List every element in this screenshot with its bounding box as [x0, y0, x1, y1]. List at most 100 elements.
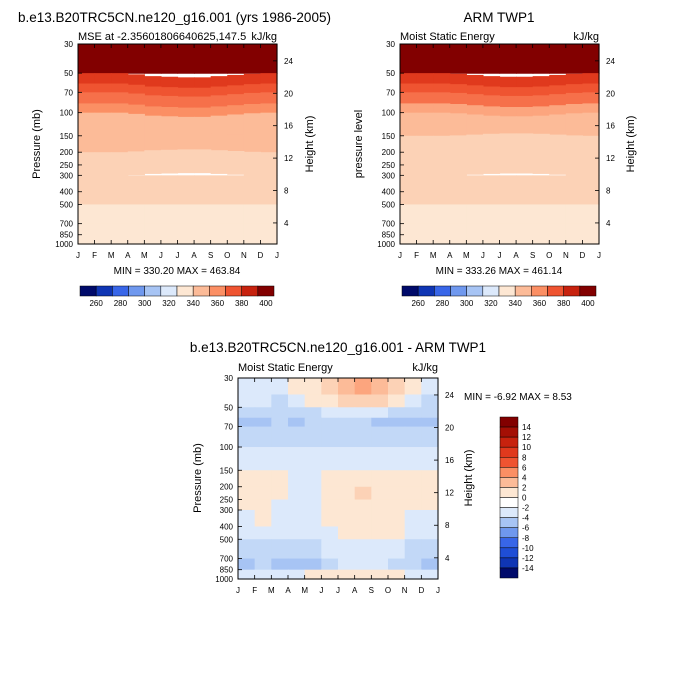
contour-cell — [288, 394, 306, 408]
contour-cell — [144, 106, 162, 117]
contour-cell — [288, 417, 306, 428]
ylabel-model: Pressure (mb) — [31, 109, 43, 179]
contour-cell — [549, 151, 567, 165]
contour-cell — [160, 87, 179, 97]
contour-cell — [338, 486, 356, 501]
contour-cell — [421, 470, 439, 488]
colorbar-swatch — [79, 285, 97, 297]
x-tick-label: M — [108, 251, 115, 260]
contour-cell — [227, 74, 245, 86]
x-tick-label: A — [447, 251, 453, 260]
contour-cell — [94, 83, 112, 93]
contour-cell — [127, 93, 145, 106]
panel-model: b.e13.B20TRC5CN.ne120_g16.001 (yrs 1986-… — [18, 10, 331, 308]
contour-cell — [565, 44, 584, 74]
contour-cell — [321, 417, 339, 428]
contour-cell — [449, 151, 467, 166]
contour-cell — [243, 44, 262, 74]
contour-cell — [321, 569, 339, 580]
contour-cell — [127, 234, 145, 245]
contour-cell — [449, 164, 467, 176]
colorbar-label: 10 — [522, 443, 531, 452]
y2label-model: Height (km) — [304, 116, 316, 173]
contour-cell — [304, 539, 322, 560]
contour-cell — [416, 175, 434, 193]
contour-cell — [243, 204, 262, 225]
contour-cell — [354, 447, 372, 471]
contour-cell — [371, 569, 389, 580]
contour-cell — [177, 175, 195, 193]
colorbar-swatch — [499, 527, 519, 538]
contour-cell — [404, 426, 422, 448]
x-tick-label: S — [530, 251, 535, 260]
contour-cell — [549, 234, 567, 245]
y-tick-label: 30 — [224, 374, 233, 383]
contour-cell — [565, 223, 584, 236]
colorbar-swatch — [401, 285, 419, 297]
y-tick-label: 1000 — [377, 240, 395, 249]
contour-cell — [304, 569, 322, 580]
contour-cell — [354, 417, 372, 428]
contour-cell — [321, 407, 339, 419]
colorbar-swatch — [499, 467, 519, 478]
contour-cell — [416, 44, 434, 74]
y-tick-label: 500 — [220, 535, 234, 544]
contour-cell — [549, 114, 567, 139]
contour-cell — [210, 115, 228, 140]
contour-cell — [400, 223, 418, 236]
contour-cell — [516, 223, 534, 236]
colorbar-label: 0 — [522, 494, 527, 503]
y-tick-label: 100 — [382, 109, 396, 118]
contour-cell — [243, 84, 262, 94]
stats-obs: MIN = 333.26 MAX = 461.14 — [436, 266, 563, 277]
colorbar-label: 300 — [460, 299, 474, 308]
contour-cell — [160, 223, 179, 236]
contour-cell — [127, 44, 145, 74]
contour-cell — [260, 204, 278, 225]
contour-cell — [127, 191, 145, 206]
contour-cell — [565, 191, 584, 206]
x-tick-label: A — [513, 251, 519, 260]
contour-cell — [466, 74, 484, 86]
x-tick-label: J — [398, 251, 402, 260]
colorbar-swatch — [176, 285, 194, 297]
contour-cell — [271, 539, 289, 560]
contour-cell — [144, 162, 162, 174]
contour-cell — [449, 73, 467, 85]
contour-cell — [499, 191, 517, 206]
contour-cell — [127, 134, 145, 153]
contour-cell — [371, 378, 389, 396]
colorbar-swatch — [434, 285, 451, 297]
contour-cell — [321, 539, 339, 560]
contour-cell — [304, 426, 322, 448]
x-tick-label: M — [463, 251, 470, 260]
contour-cell — [516, 76, 534, 88]
contour-cell — [127, 223, 145, 236]
contour-cell — [338, 526, 356, 540]
contour-cell — [78, 223, 96, 236]
x-tick-label: A — [191, 251, 197, 260]
contour-cell — [532, 150, 550, 164]
contour-cell — [194, 107, 212, 118]
y-tick-label: 300 — [60, 171, 74, 180]
contour-cell — [338, 569, 356, 580]
y2-tick-label: 24 — [606, 57, 615, 66]
contour-cell — [449, 191, 467, 206]
title-obs: ARM TWP1 — [463, 10, 534, 25]
contour-cell — [466, 134, 484, 152]
contour-cell — [177, 223, 195, 236]
colorbar-label: 260 — [89, 299, 103, 308]
contour-cell — [466, 223, 484, 236]
colorbar-swatch — [499, 497, 519, 508]
contour-cell — [111, 92, 129, 105]
contour-cell — [321, 526, 339, 540]
colorbar-swatch — [499, 436, 519, 448]
contour-cell — [338, 539, 356, 560]
contour-cell — [582, 103, 600, 114]
contour-cell — [144, 133, 162, 151]
contour-cell — [449, 234, 467, 245]
contour-cell — [400, 44, 418, 74]
